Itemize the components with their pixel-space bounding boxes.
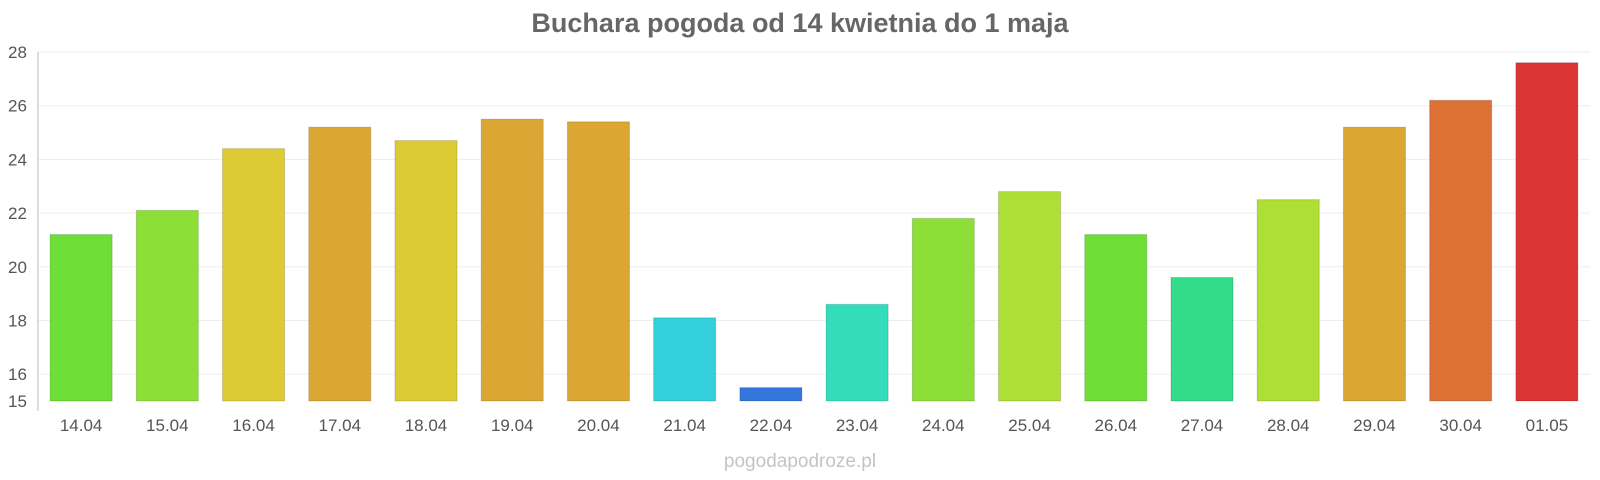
x-tick-label: 29.04 <box>1353 416 1396 435</box>
y-tick-label: 15 <box>8 392 27 411</box>
bar-17.04 <box>308 126 372 402</box>
x-tick-label: 01.05 <box>1526 416 1569 435</box>
x-tick-label: 24.04 <box>922 416 965 435</box>
y-tick-label: 24 <box>8 150 27 169</box>
bar-23.04 <box>825 303 889 402</box>
x-tick-label: 18.04 <box>405 416 448 435</box>
bar-20.04 <box>566 121 630 402</box>
y-tick-label: 16 <box>8 365 27 384</box>
bar-21.04 <box>653 317 717 402</box>
y-tick-label: 18 <box>8 311 27 330</box>
bar-22.04 <box>739 387 803 402</box>
x-tick-label: 21.04 <box>663 416 706 435</box>
x-tick-label: 26.04 <box>1095 416 1138 435</box>
x-tick-label: 16.04 <box>232 416 275 435</box>
bar-29.04 <box>1342 126 1406 402</box>
bar-27.04 <box>1170 277 1234 402</box>
bar-24.04 <box>911 217 975 402</box>
bars <box>49 62 1579 402</box>
bar-28.04 <box>1256 199 1320 402</box>
x-tick-label: 23.04 <box>836 416 879 435</box>
y-axis-ticks: 15 16 18 20 22 24 26 28 <box>8 43 27 411</box>
bar-15.04 <box>135 209 199 402</box>
bar-16.04 <box>222 148 286 402</box>
x-tick-label: 22.04 <box>750 416 793 435</box>
watermark: pogodapodroze.pl <box>724 451 876 472</box>
x-tick-label: 25.04 <box>1008 416 1051 435</box>
x-axis-ticks: 14.04 15.04 16.04 17.04 18.04 19.04 20.04 21.04… <box>60 416 1568 435</box>
bar-14.04 <box>49 234 113 402</box>
x-tick-label: 28.04 <box>1267 416 1310 435</box>
y-tick-label: 28 <box>8 43 27 62</box>
grid-lines <box>38 51 1590 375</box>
bar-26.04 <box>1084 234 1148 402</box>
y-tick-label: 26 <box>8 97 27 116</box>
chart-title: Buchara pogoda od 14 kwietnia do 1 maja <box>531 8 1069 38</box>
y-tick-label: 22 <box>8 204 27 223</box>
bar-01.05 <box>1515 62 1579 402</box>
x-tick-label: 27.04 <box>1181 416 1224 435</box>
x-tick-label: 15.04 <box>146 416 189 435</box>
x-tick-label: 30.04 <box>1439 416 1482 435</box>
bar-18.04 <box>394 140 458 402</box>
bar-30.04 <box>1429 99 1493 402</box>
x-tick-label: 19.04 <box>491 416 534 435</box>
bar-19.04 <box>480 118 544 402</box>
x-tick-label: 17.04 <box>319 416 362 435</box>
bar-25.04 <box>998 191 1062 402</box>
x-tick-label: 20.04 <box>577 416 620 435</box>
x-tick-label: 14.04 <box>60 416 103 435</box>
y-tick-label: 20 <box>8 258 27 277</box>
